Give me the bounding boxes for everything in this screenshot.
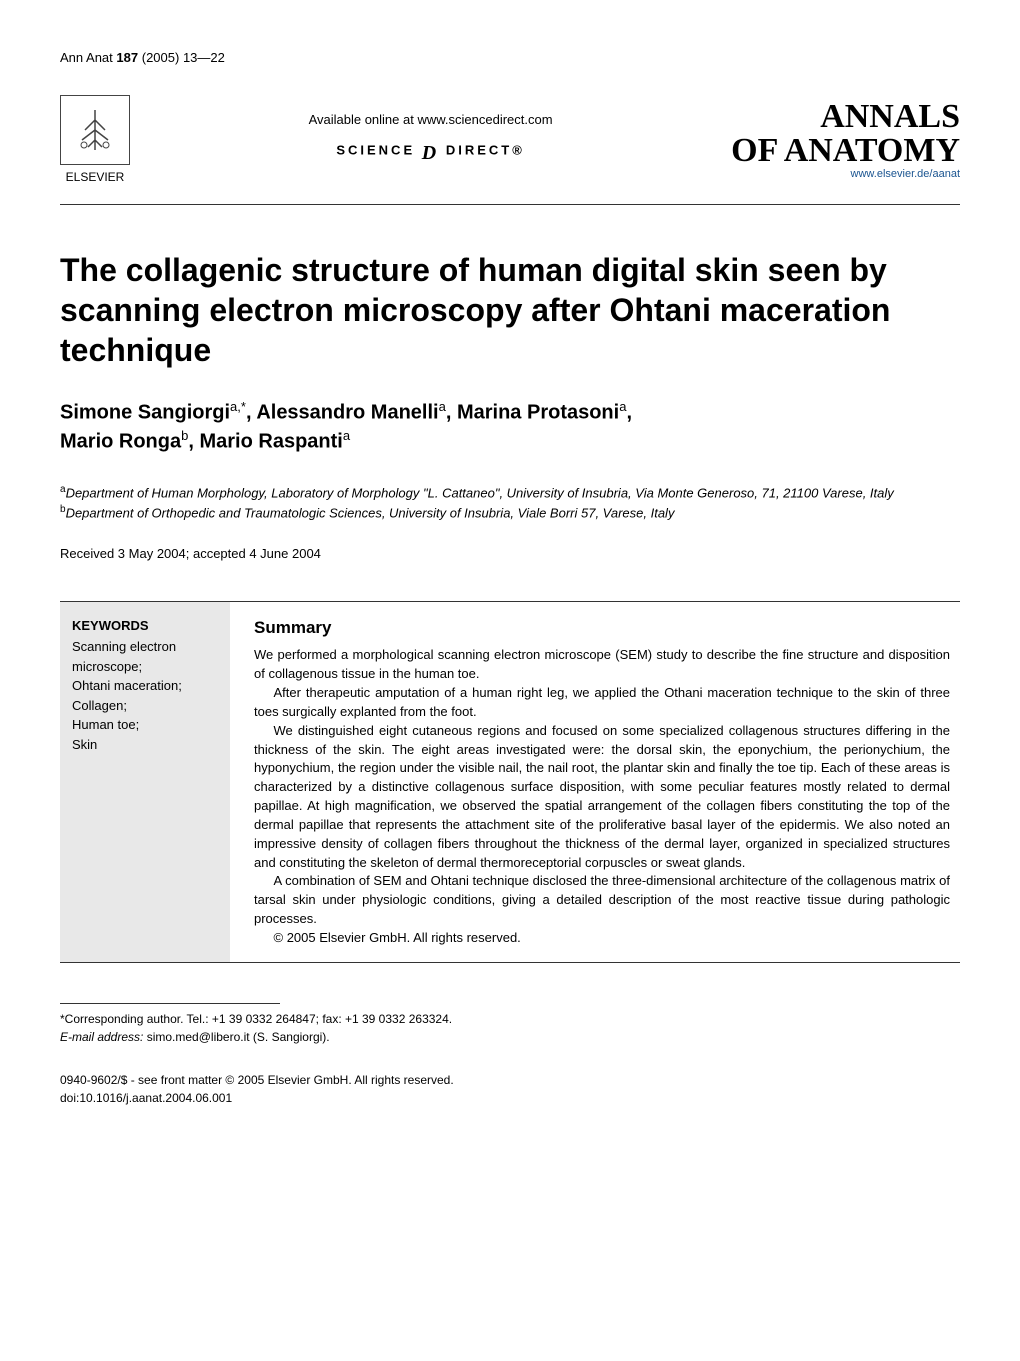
- sciencedirect-block: Available online at www.sciencedirect.co…: [309, 112, 553, 167]
- journal-name-line2: OF ANATOMY: [731, 134, 960, 168]
- journal-abbrev: Ann Anat: [60, 50, 113, 65]
- author-3: Marina Protasoni: [457, 402, 619, 424]
- sd-d-icon: d: [422, 135, 439, 166]
- year: (2005): [142, 50, 180, 65]
- author-5-affil: a: [343, 428, 350, 443]
- authors-list: Simone Sangiorgia,*, Alessandro Manellia…: [60, 398, 960, 455]
- sd-brand-right: DIRECT®: [446, 142, 525, 157]
- journal-url[interactable]: www.elsevier.de/aanat: [731, 168, 960, 180]
- keywords-heading: KEYWORDS: [72, 616, 218, 636]
- author-1: Simone Sangiorgi: [60, 402, 230, 424]
- author-5: Mario Raspanti: [199, 430, 342, 452]
- sd-brand-left: SCIENCE: [336, 142, 415, 157]
- author-1-affil: a,*: [230, 399, 246, 414]
- corresponding-footnote: *Corresponding author. Tel.: +1 39 0332 …: [60, 1003, 960, 1046]
- copyright-block: 0940-9602/$ - see front matter © 2005 El…: [60, 1071, 960, 1107]
- journal-banner: ELSEVIER Available online at www.science…: [60, 95, 960, 205]
- summary-p4: A combination of SEM and Ohtani techniqu…: [254, 872, 950, 929]
- corresponding-email-line: E-mail address: simo.med@libero.it (S. S…: [60, 1028, 960, 1046]
- keyword-item: Scanning electron microscope;: [72, 637, 218, 676]
- elsevier-tree-icon: [60, 95, 130, 165]
- author-3-affil: a: [619, 399, 626, 414]
- summary-copyright: © 2005 Elsevier GmbH. All rights reserve…: [254, 929, 950, 948]
- article-title: The collagenic structure of human digita…: [60, 250, 960, 370]
- affiliation-b: bDepartment of Orthopedic and Traumatolo…: [60, 503, 960, 523]
- volume-number: 187: [116, 50, 138, 65]
- keyword-item: Ohtani maceration;: [72, 676, 218, 696]
- abstract-box: KEYWORDS Scanning electron microscope; O…: [60, 601, 960, 963]
- sd-brand: SCIENCE d DIRECT®: [309, 135, 553, 167]
- sd-available-text: Available online at www.sciencedirect.co…: [309, 112, 553, 127]
- article-history: Received 3 May 2004; accepted 4 June 200…: [60, 546, 960, 561]
- keyword-item: Collagen;: [72, 696, 218, 716]
- keyword-item: Skin: [72, 735, 218, 755]
- running-head: Ann Anat 187 (2005) 13—22: [60, 50, 960, 65]
- affiliations: aDepartment of Human Morphology, Laborat…: [60, 483, 960, 523]
- affil-b-text: Department of Orthopedic and Traumatolog…: [66, 506, 675, 521]
- summary-column: Summary We performed a morphological sca…: [230, 602, 960, 962]
- journal-logo: ANNALS OF ANATOMY www.elsevier.de/aanat: [731, 100, 960, 180]
- journal-name-line1: ANNALS: [731, 100, 960, 134]
- summary-p2: After therapeutic amputation of a human …: [254, 684, 950, 722]
- summary-heading: Summary: [254, 616, 950, 641]
- author-2: Alessandro Manelli: [256, 402, 438, 424]
- author-4-affil: b: [181, 428, 188, 443]
- email-label: E-mail address:: [60, 1030, 143, 1044]
- doi-line: doi:10.1016/j.aanat.2004.06.001: [60, 1089, 960, 1107]
- email-value: simo.med@libero.it (S. Sangiorgi).: [147, 1030, 330, 1044]
- copyright-line1: 0940-9602/$ - see front matter © 2005 El…: [60, 1071, 960, 1089]
- author-4: Mario Ronga: [60, 430, 181, 452]
- publisher-logo: ELSEVIER: [60, 95, 130, 184]
- author-2-affil: a: [439, 399, 446, 414]
- corresponding-author-text: *Corresponding author. Tel.: +1 39 0332 …: [60, 1010, 960, 1028]
- keyword-item: Human toe;: [72, 715, 218, 735]
- page-range: 13—22: [183, 50, 225, 65]
- footnote-rule: [60, 1003, 280, 1004]
- keywords-column: KEYWORDS Scanning electron microscope; O…: [60, 602, 230, 962]
- affil-a-text: Department of Human Morphology, Laborato…: [66, 486, 894, 501]
- affiliation-a: aDepartment of Human Morphology, Laborat…: [60, 483, 960, 503]
- summary-p3: We distinguished eight cutaneous regions…: [254, 722, 950, 873]
- summary-p1: We performed a morphological scanning el…: [254, 646, 950, 684]
- publisher-name: ELSEVIER: [66, 170, 125, 184]
